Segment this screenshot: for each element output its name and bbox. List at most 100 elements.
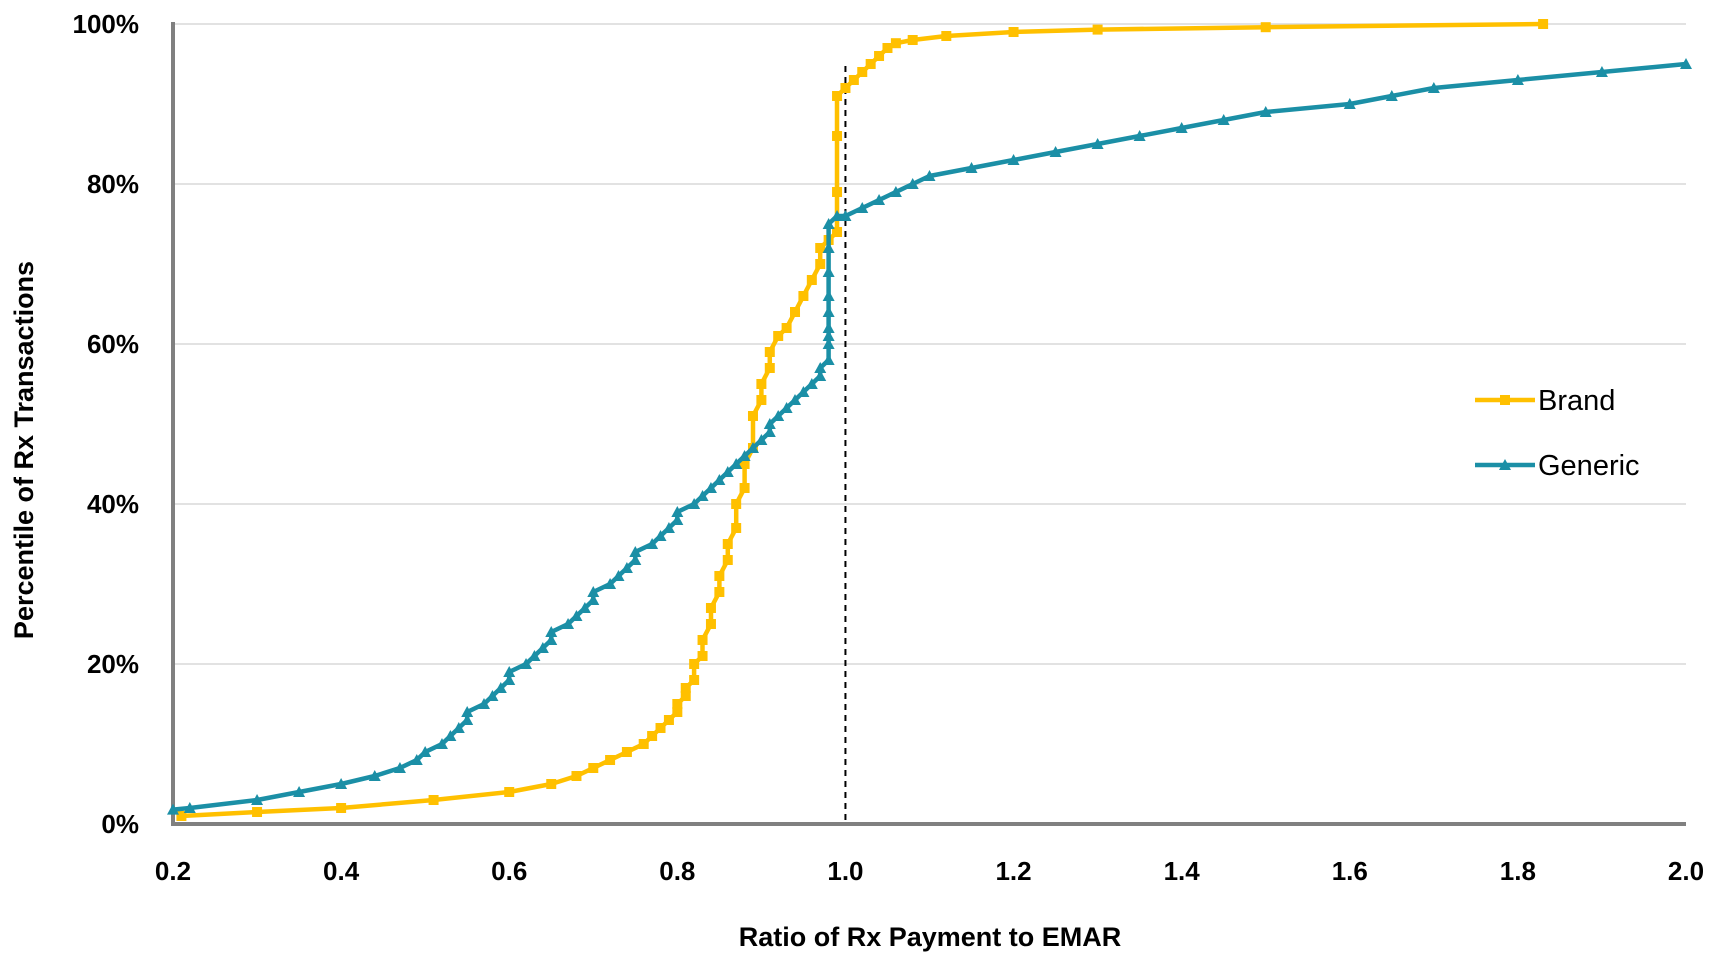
data-point-generic: [419, 746, 432, 757]
data-point-brand: [1092, 24, 1103, 35]
data-point-brand: [655, 723, 666, 733]
legend-item-generic: Generic: [1475, 450, 1640, 482]
x-tick-label: 1.6: [1332, 856, 1368, 886]
data-point-brand: [832, 187, 843, 197]
data-point-brand: [546, 779, 557, 789]
x-tick-label: 1.4: [1164, 856, 1201, 886]
y-tick-label: 80%: [87, 169, 139, 199]
data-point-generic: [671, 514, 684, 525]
legend: Brand Generic: [1475, 385, 1640, 482]
y-tick-label: 100%: [73, 9, 140, 39]
data-point-brand: [588, 763, 599, 773]
x-tick-label: 2.0: [1668, 856, 1704, 886]
data-point-brand: [672, 707, 683, 717]
data-point-generic: [822, 354, 835, 365]
data-point-brand: [941, 31, 952, 41]
data-point-generic: [1007, 154, 1020, 165]
data-point-generic: [688, 498, 701, 509]
data-point-brand: [176, 811, 187, 821]
data-point-brand: [731, 523, 742, 533]
data-point-brand: [722, 555, 733, 565]
y-tick-label: 60%: [87, 329, 139, 359]
data-point-brand: [874, 51, 885, 61]
data-point-brand: [1538, 19, 1549, 29]
series-generic: [167, 58, 1692, 815]
data-point-brand: [714, 587, 725, 597]
data-point-generic: [1133, 130, 1146, 141]
data-point-generic: [368, 770, 381, 781]
data-point-generic: [696, 490, 709, 501]
legend-label: Brand: [1538, 385, 1615, 417]
data-point-generic: [822, 218, 835, 229]
x-tick-label: 1.0: [827, 856, 863, 886]
data-point-brand: [705, 619, 716, 629]
data-point-brand: [739, 459, 750, 469]
x-tick-label: 0.6: [491, 856, 527, 886]
series-layer: [167, 19, 1692, 821]
data-point-generic: [1343, 98, 1356, 109]
data-point-brand: [756, 379, 767, 389]
data-point-brand: [647, 731, 658, 741]
x-tick-label: 0.4: [323, 856, 360, 886]
y-axis-title: Percentile of Rx Transactions: [9, 261, 39, 639]
data-point-generic: [856, 202, 869, 213]
data-point-generic: [889, 186, 902, 197]
grid-lines: [173, 23, 1686, 665]
data-point-brand: [798, 291, 809, 301]
data-point-generic: [822, 330, 835, 341]
data-point-brand: [739, 483, 750, 493]
data-point-generic: [536, 642, 549, 653]
data-point-generic: [1427, 82, 1440, 93]
data-point-generic: [1175, 122, 1188, 133]
data-point-brand: [731, 499, 742, 509]
y-tick-label: 20%: [87, 649, 139, 679]
data-point-generic: [629, 546, 642, 557]
data-point-brand: [336, 803, 347, 813]
series-line-brand: [181, 21, 1544, 819]
x-tick-label: 0.8: [659, 856, 695, 886]
data-point-generic: [452, 722, 465, 733]
data-point-generic: [822, 338, 835, 349]
y-tick-label: 40%: [87, 489, 139, 519]
data-point-brand: [504, 787, 515, 797]
data-point-generic: [545, 634, 558, 645]
data-point-generic: [730, 458, 743, 469]
data-point-generic: [1049, 146, 1062, 157]
data-point-generic: [671, 506, 684, 517]
data-point-generic: [797, 386, 810, 397]
data-point-generic: [478, 698, 491, 709]
data-point-brand: [1008, 27, 1019, 37]
data-point-generic: [494, 682, 507, 693]
x-axis-title: Ratio of Rx Payment to EMAR: [739, 922, 1122, 952]
data-point-generic: [721, 466, 734, 477]
data-point-generic: [1217, 114, 1230, 125]
data-point-generic: [646, 538, 659, 549]
data-point-brand: [832, 227, 843, 237]
data-point-brand: [781, 323, 792, 333]
data-point-brand: [907, 35, 918, 45]
data-point-generic: [503, 674, 516, 685]
data-point-generic: [772, 410, 785, 421]
data-point-brand: [605, 755, 616, 765]
axes: [171, 22, 1686, 826]
data-point-generic: [763, 418, 776, 429]
data-point-brand: [680, 691, 691, 701]
x-tick-label: 1.2: [995, 856, 1031, 886]
data-point-generic: [1595, 66, 1608, 77]
data-point-brand: [790, 307, 801, 317]
data-point-generic: [435, 738, 448, 749]
series-brand: [176, 19, 1549, 821]
data-point-generic: [545, 626, 558, 637]
legend-label: Generic: [1538, 450, 1640, 482]
data-point-generic: [612, 570, 625, 581]
data-point-generic: [654, 530, 667, 541]
data-point-generic: [822, 306, 835, 317]
data-point-generic: [1259, 106, 1272, 117]
data-point-generic: [831, 210, 844, 221]
data-point-generic: [629, 554, 642, 565]
data-point-brand: [705, 603, 716, 613]
y-tick-label: 0%: [101, 809, 139, 839]
data-point-generic: [293, 786, 306, 797]
data-point-brand: [756, 395, 767, 405]
data-point-brand: [815, 259, 826, 269]
